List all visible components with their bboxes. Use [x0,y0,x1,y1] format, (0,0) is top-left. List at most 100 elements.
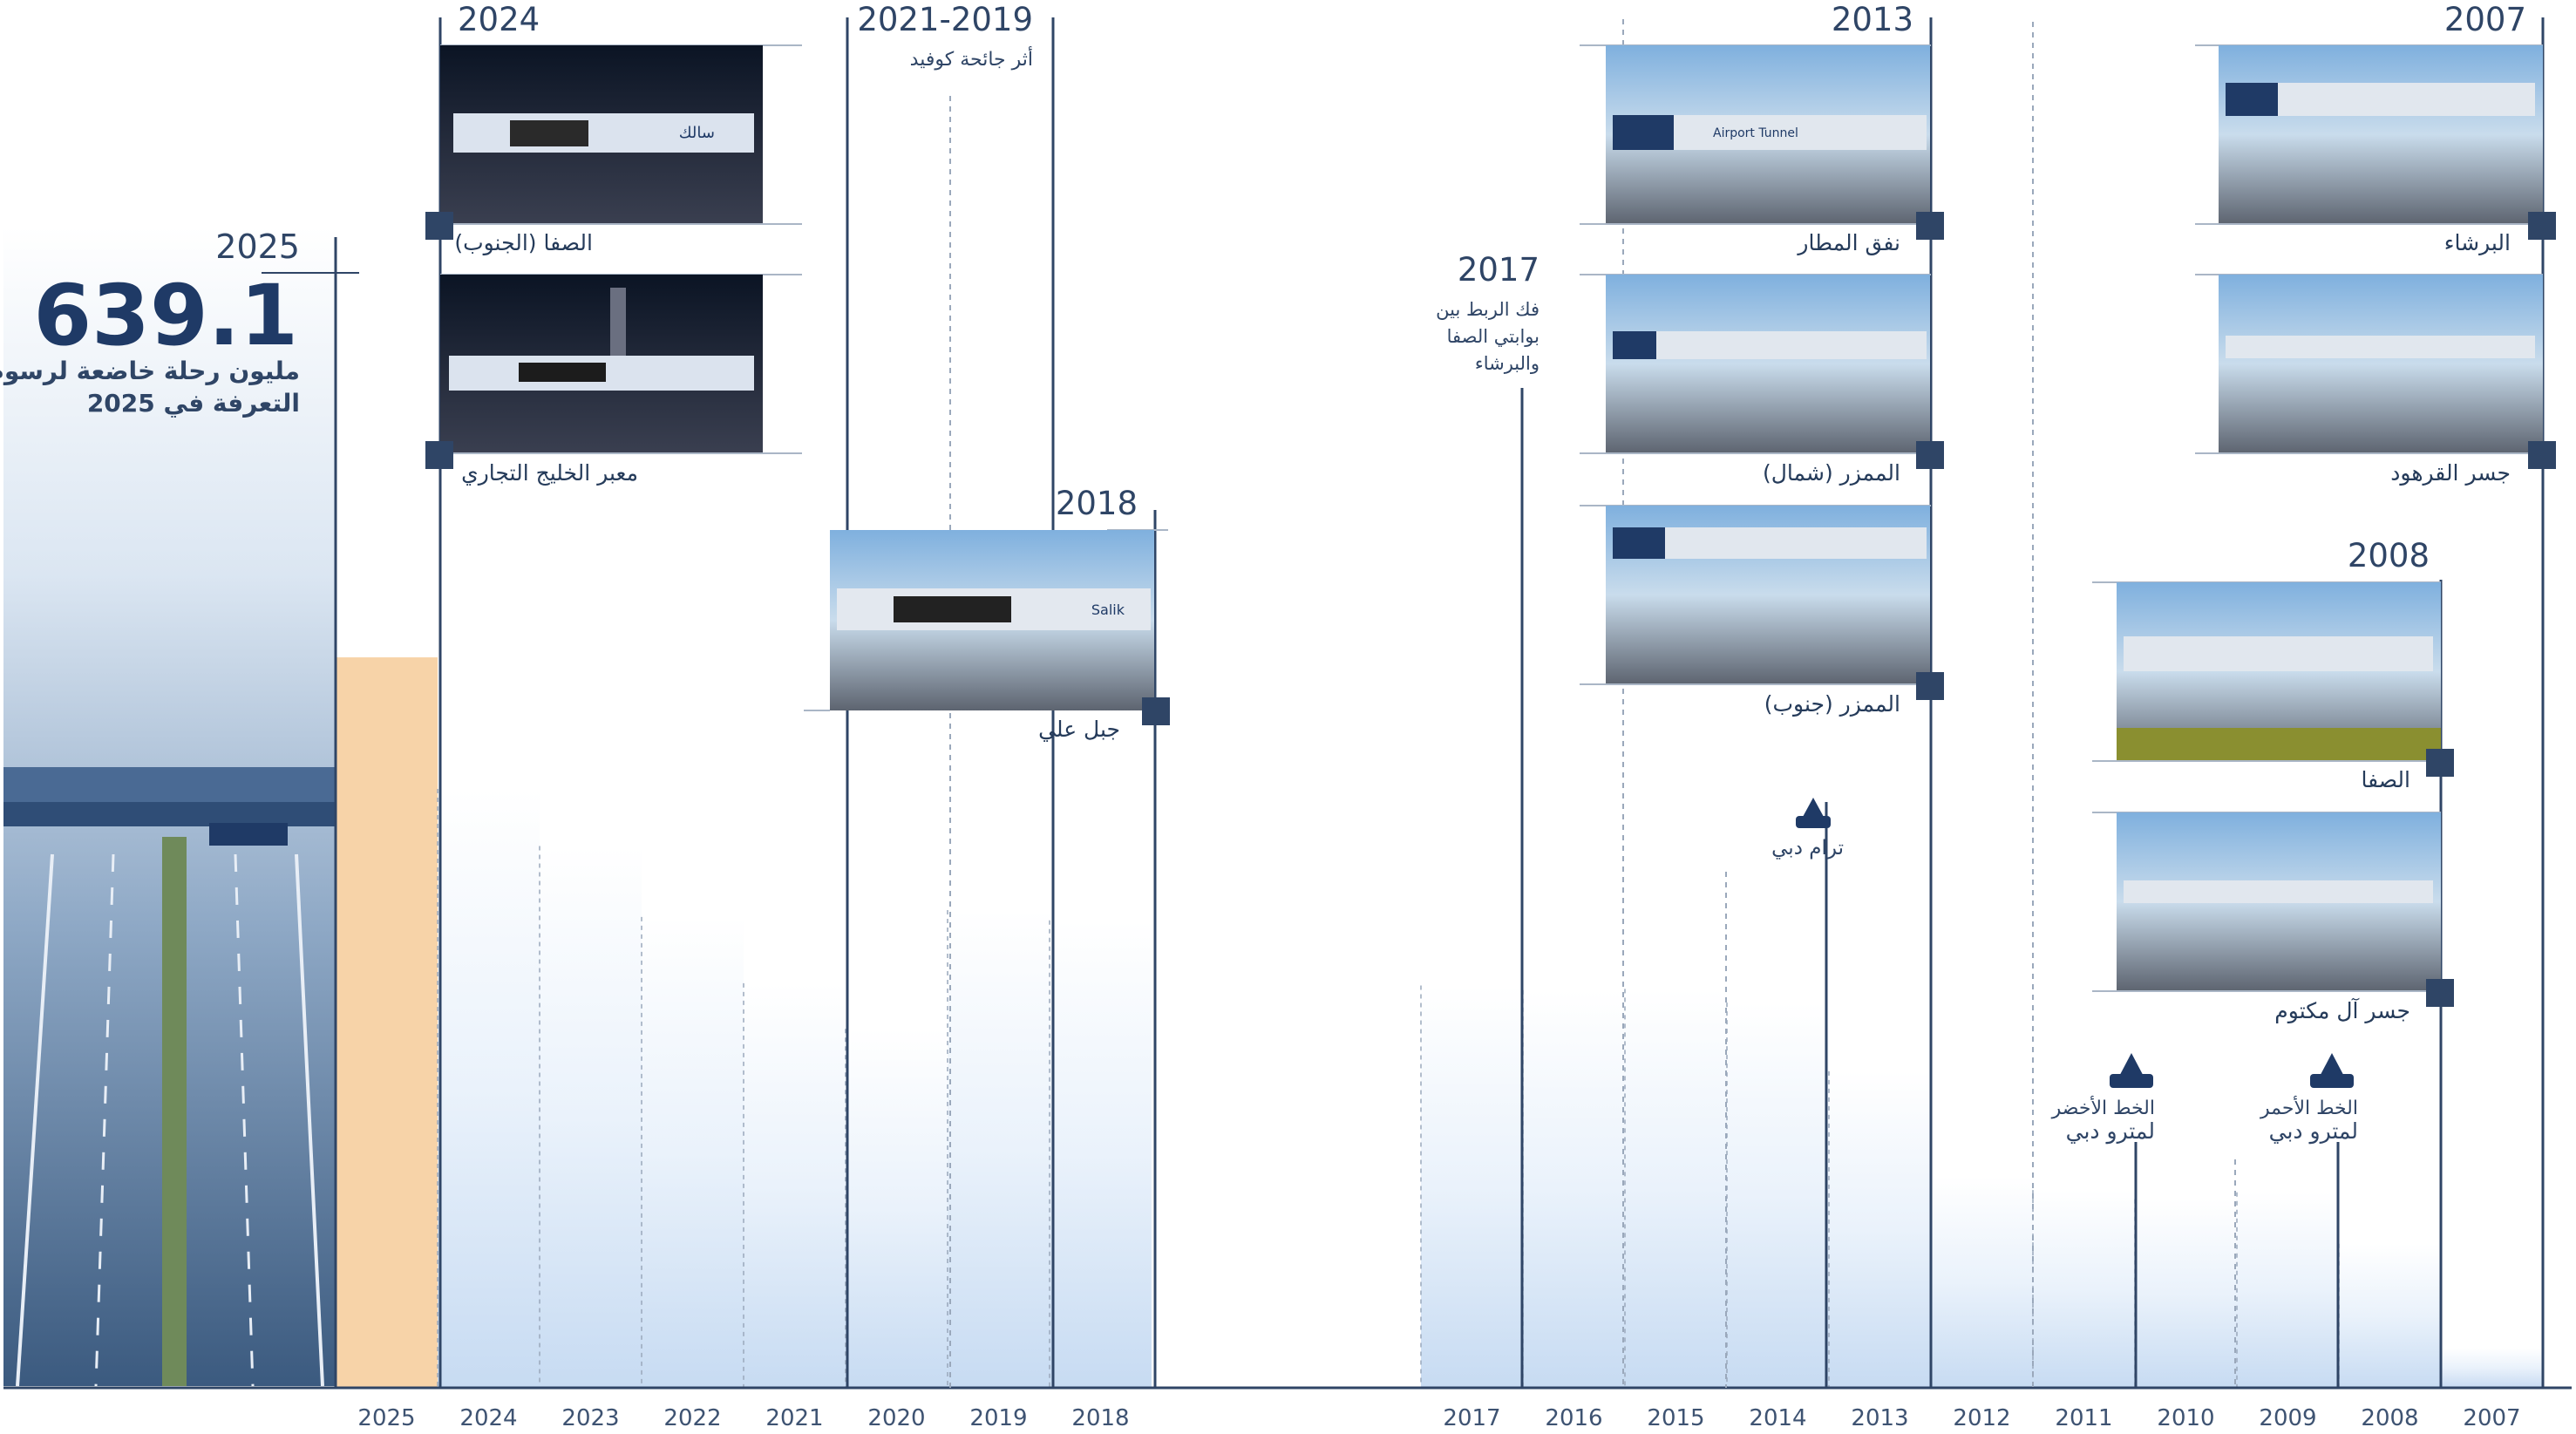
svg-text:سالك: سالك [679,124,715,142]
milestone-year: 2008 [2348,537,2430,574]
tick-label-2013: 2013 [1851,1405,1908,1431]
svg-text:Salik: Salik [1091,601,1125,618]
photo-al-maktoum-bridge [2117,812,2441,991]
milestone-year: 2021-2019 [857,1,1033,38]
svg-text:Airport Tunnel: Airport Tunnel [1713,126,1798,140]
tick-label-2008: 2008 [2361,1405,2418,1431]
metro-red-line-event: الخط الأحمر لمترو دبي [2234,1053,2358,1388]
bar-2020 [846,1029,948,1388]
tick-label-2007: 2007 [2463,1405,2520,1431]
photo-label: جسر آل مكتوم [2274,997,2410,1023]
toll-gate-icon [1916,212,1944,240]
bar-2021 [744,982,846,1388]
toll-gate-icon [2528,212,2556,240]
milestone-2013: 2013 Airport Tunnel نفق المطار الممزر (ش… [1580,1,1944,1388]
bar-2015 [1625,989,1727,1388]
hero-value: 639.1 [33,267,298,364]
transit-label-line1: الخط الأخضر [2051,1096,2155,1119]
toll-gate-icon [2426,749,2454,777]
photo-safa-south: سالك [440,45,763,224]
bar-2012 [1931,1176,2033,1388]
bar-2025 [336,657,438,1388]
toll-gate-icon [1142,697,1170,725]
tick-label-2024: 2024 [459,1405,517,1431]
toll-gate-icon [1916,441,1944,469]
milestone-note-line: فك الربط بين [1436,299,1539,320]
bar-2007 [2441,1348,2543,1388]
hero-caption-line1: مليون رحلة خاضعة لرسوم [0,357,300,385]
tick-label-2009: 2009 [2259,1405,2316,1431]
photo-al-barsha [2219,45,2543,224]
bar-2019 [948,909,1050,1388]
bar-2018 [1050,920,1152,1388]
toll-gate-icon [1916,672,1944,700]
tick-label-2022: 2022 [663,1405,721,1431]
toll-gate-icon [2426,979,2454,1007]
photo-label: معبر الخليج التجاري [461,460,638,486]
bar-2008 [2339,1243,2441,1388]
photo-safa-2008 [2117,582,2441,761]
photo-garhoud-bridge [2219,275,2543,453]
hero-caption-line2: التعرفة في 2025 [87,389,300,418]
photo-label: البرشاء [2444,230,2511,255]
photo-label: الممزر (شمال) [1763,460,1900,486]
milestone-year: 2024 [458,1,540,38]
bar-2011 [2033,1190,2135,1388]
tick-label-2023: 2023 [561,1405,619,1431]
milestone-2017: 2017 فك الربط بين بوابتي الصفا والبرشاء [1436,251,1539,1388]
tick-label-2015: 2015 [1647,1405,1704,1431]
photo-label: جسر القرهود [2390,460,2511,486]
milestone-note-line: بوابتي الصفا [1447,326,1539,347]
tick-label-2025: 2025 [357,1405,415,1431]
photo-label: الصفا [2361,767,2410,792]
hero-road-photo [3,227,335,1387]
bar-2017 [1421,985,1523,1388]
metro-icon [2110,1053,2153,1088]
milestone-year: 2013 [1832,1,1913,38]
hero-block: 2025 639.1 مليون رحلة خاضعة لرسوم التعرف… [0,228,359,418]
bar-2013 [1829,1070,1931,1388]
toll-gate-icon [425,212,453,240]
tick-label-2014: 2014 [1749,1405,1806,1431]
milestone-note: أثر جائحة كوفيد [910,46,1033,71]
toll-gate-icon [425,441,453,469]
bar-2022 [642,916,744,1388]
toll-gate-icon [2528,441,2556,469]
milestone-note-line: والبرشاء [1475,353,1539,374]
photo-mamzar-north [1606,275,1930,453]
bar-series [336,657,2543,1388]
milestone-year: 2018 [1056,485,1138,522]
tick-label-2017: 2017 [1443,1405,1500,1431]
milestone-2008: 2008 الصفا جسر آل مكتوم [2092,537,2454,1388]
tick-label-2016: 2016 [1545,1405,1602,1431]
milestone-2018: 2018 Salik جبل علي [804,485,1170,1388]
bar-2010 [2135,1199,2237,1388]
bar-2014 [1727,1002,1829,1388]
transit-label: ترام دبي [1771,837,1844,860]
photo-business-bay-crossing [440,275,763,453]
transit-label-line2: لمترو دبي [2066,1118,2155,1145]
tick-label-2021: 2021 [765,1405,823,1431]
bar-2016 [1523,989,1625,1388]
photo-label: نفق المطار [1796,230,1900,255]
metro-green-line-event: الخط الأخضر لمترو دبي [2032,22,2155,1388]
metro-icon [2310,1053,2354,1088]
x-axis-ticks: 2025 2024 2023 2022 2021 2020 2019 2018 2017 2016… [357,1405,2520,1431]
milestone-2007: 2007 البرشاء جسر القرهود [2195,1,2556,1388]
milestone-year: 2017 [1458,251,1539,289]
bar-2009 [2237,1192,2339,1388]
tram-icon [1796,798,1831,828]
milestone-2021-2019: 2021-2019 أثر جائحة كوفيد [846,1,1055,1388]
photo-label: الصفا (الجنوب) [454,230,593,255]
tick-label-2012: 2012 [1953,1405,2010,1431]
milestone-2024: 2024 سالك الصفا (الجنوب) معبر الخليج الت… [425,1,802,1388]
photo-mamzar-south [1606,506,1930,684]
photo-jebel-ali: Salik [830,530,1154,710]
transit-label-line2: لمترو دبي [2269,1118,2358,1145]
bar-2024 [438,788,540,1388]
transit-label-line1: الخط الأحمر [2260,1096,2358,1119]
photo-label: جبل علي [1038,717,1120,742]
tick-label-2018: 2018 [1071,1405,1129,1431]
photo-label: الممزر (جنوب) [1764,691,1900,717]
